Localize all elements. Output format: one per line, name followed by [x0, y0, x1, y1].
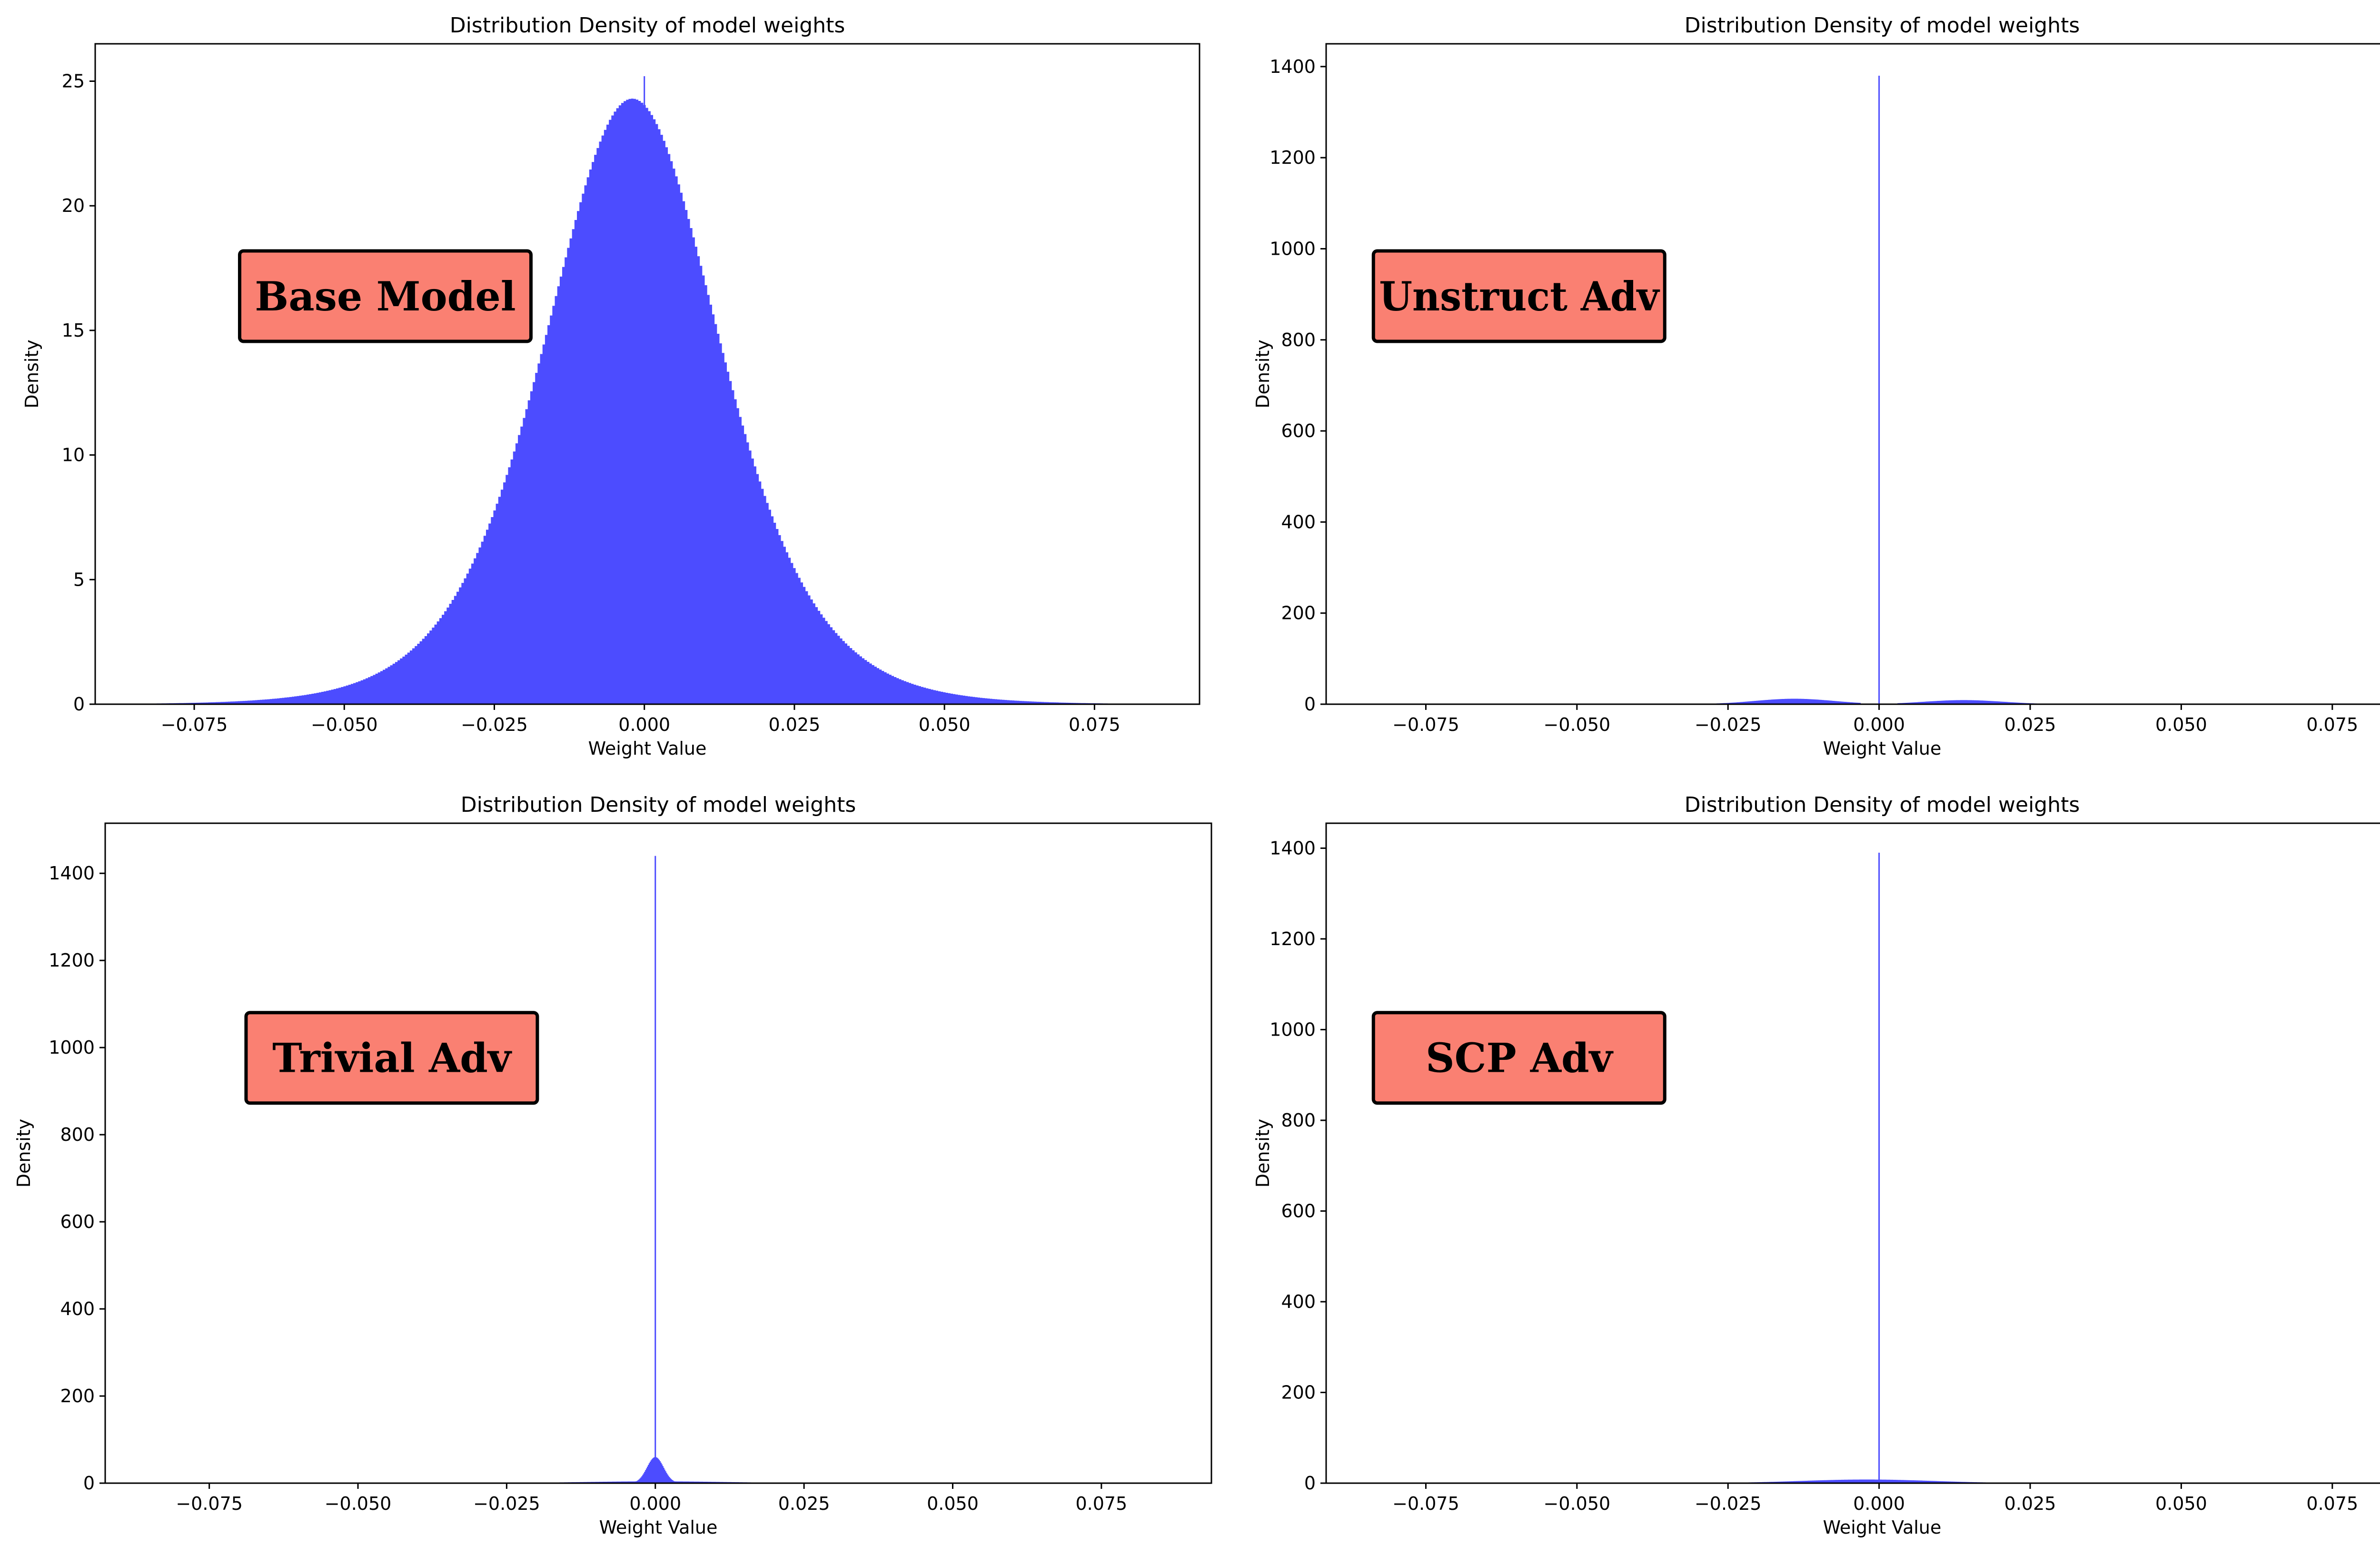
x-tick-label: −0.025 — [1695, 1493, 1762, 1514]
x-tick-label: 0.000 — [1853, 714, 1905, 735]
axes-frame — [1325, 822, 2380, 1484]
x-tick-label: −0.075 — [176, 1493, 243, 1514]
x-axis-label: Weight Value — [1823, 738, 1942, 759]
x-tick-label: −0.025 — [1695, 714, 1762, 735]
y-tick-label: 400 — [60, 1298, 95, 1319]
badge-label: Unstruct Adv — [1379, 273, 1660, 320]
chart-title: Distribution Density of model weights — [1685, 13, 2080, 38]
chart-title: Distribution Density of model weights — [450, 13, 845, 38]
x-axis-label: Weight Value — [588, 738, 707, 759]
badge-box — [238, 249, 533, 343]
x-tick-label: −0.075 — [1392, 1493, 1459, 1514]
x-tick-label: −0.050 — [311, 714, 378, 735]
y-tick-label: 200 — [60, 1386, 95, 1406]
y-axis-label: Density — [13, 1119, 34, 1187]
model-badge: SCP Adv — [1371, 1011, 1666, 1105]
model-badge: Trivial Adv — [244, 1011, 539, 1105]
x-tick-label: 0.025 — [2004, 714, 2056, 735]
x-tick-label: 0.025 — [769, 714, 821, 735]
y-tick-label: 1200 — [1269, 147, 1316, 168]
x-tick-label: 0.050 — [2155, 714, 2207, 735]
y-tick-label: 800 — [60, 1124, 95, 1145]
y-tick-label: 800 — [1281, 1110, 1316, 1131]
y-tick-label: 1000 — [1269, 238, 1316, 259]
y-tick-label: 1400 — [1269, 838, 1316, 858]
x-tick-label: 0.025 — [2004, 1493, 2056, 1514]
x-tick-label: 0.075 — [2306, 714, 2358, 735]
y-tick-label: 25 — [62, 71, 85, 92]
histogram-bars — [1637, 698, 2091, 704]
axes-frame — [104, 822, 1212, 1484]
y-tick-label: 400 — [1281, 511, 1316, 532]
x-tick-label: −0.050 — [1544, 714, 1611, 735]
axes-frame — [1325, 43, 2380, 705]
x-tick-label: 0.050 — [919, 714, 971, 735]
x-axis-label: Weight Value — [1823, 1517, 1942, 1538]
y-tick-label: 200 — [1281, 1382, 1316, 1403]
x-tick-label: 0.050 — [927, 1493, 979, 1514]
x-tick-label: −0.025 — [473, 1493, 540, 1514]
y-tick-label: 5 — [73, 569, 85, 590]
badge-box — [1371, 1011, 1666, 1105]
model-badge: Base Model — [238, 249, 533, 343]
y-tick-label: 400 — [1281, 1291, 1316, 1312]
y-tick-label: 1000 — [49, 1037, 95, 1058]
badge-label: Base Model — [255, 273, 516, 320]
chart-panel-2: −0.075 −0.050 −0.025 0.000 0.025 0.050 0.075 0 2… — [1252, 13, 2380, 759]
x-tick-label: −0.075 — [161, 714, 228, 735]
x-tick-label: 0.000 — [1853, 1493, 1905, 1514]
chart-panel-1: −0.075 −0.050 −0.025 0.000 0.025 0.050 0.075 0 5… — [21, 13, 1200, 759]
x-tick-label: −0.025 — [461, 714, 528, 735]
y-tick-label: 10 — [62, 445, 85, 466]
badge-label: SCP Adv — [1426, 1035, 1614, 1082]
y-tick-label: 20 — [62, 195, 85, 216]
y-tick-label: 600 — [1281, 420, 1316, 441]
x-tick-label: −0.075 — [1392, 714, 1459, 735]
chart-panel-3: −0.075 −0.050 −0.025 0.000 0.025 0.050 0.075 0 2… — [13, 793, 1212, 1538]
y-tick-label: 600 — [60, 1211, 95, 1232]
y-tick-label: 1400 — [1269, 56, 1316, 77]
y-tick-label: 1200 — [49, 950, 95, 971]
x-tick-label: 0.000 — [618, 714, 670, 735]
x-tick-label: −0.050 — [1544, 1493, 1611, 1514]
histogram-bars — [1667, 1479, 2073, 1483]
x-tick-label: 0.075 — [2306, 1493, 2358, 1514]
chart-title: Distribution Density of model weights — [1685, 793, 2080, 817]
histogram-bars — [122, 99, 1155, 704]
x-axis-label: Weight Value — [599, 1517, 718, 1538]
y-axis-label: Density — [21, 339, 42, 408]
y-tick-label: 200 — [1281, 603, 1316, 624]
y-tick-label: 0 — [73, 694, 85, 715]
y-axis-label: Density — [1252, 1119, 1273, 1187]
y-tick-label: 1200 — [1269, 928, 1316, 949]
x-tick-label: 0.075 — [1075, 1493, 1127, 1514]
badge-label: Trivial Adv — [272, 1035, 512, 1082]
x-tick-label: 0.000 — [629, 1493, 681, 1514]
y-tick-label: 800 — [1281, 329, 1316, 350]
y-tick-label: 0 — [1304, 694, 1316, 715]
y-tick-label: 1400 — [49, 863, 95, 884]
x-tick-label: 0.025 — [778, 1493, 830, 1514]
axes-frame — [94, 43, 1200, 705]
badge-box — [244, 1011, 539, 1105]
chart-panel-4: −0.075 −0.050 −0.025 0.000 0.025 0.050 0.075 0 2… — [1252, 793, 2380, 1538]
x-tick-label: 0.075 — [1069, 714, 1121, 735]
x-tick-label: 0.050 — [2155, 1493, 2207, 1514]
y-tick-label: 600 — [1281, 1200, 1316, 1221]
model-badge: Unstruct Adv — [1371, 249, 1666, 343]
y-tick-label: 0 — [1304, 1473, 1316, 1494]
y-tick-label: 15 — [62, 320, 85, 341]
y-axis-label: Density — [1252, 339, 1273, 408]
chart-title: Distribution Density of model weights — [461, 793, 856, 817]
x-tick-label: −0.050 — [325, 1493, 392, 1514]
badge-box — [1371, 249, 1666, 343]
y-tick-label: 1000 — [1269, 1019, 1316, 1040]
y-tick-label: 0 — [83, 1473, 95, 1494]
